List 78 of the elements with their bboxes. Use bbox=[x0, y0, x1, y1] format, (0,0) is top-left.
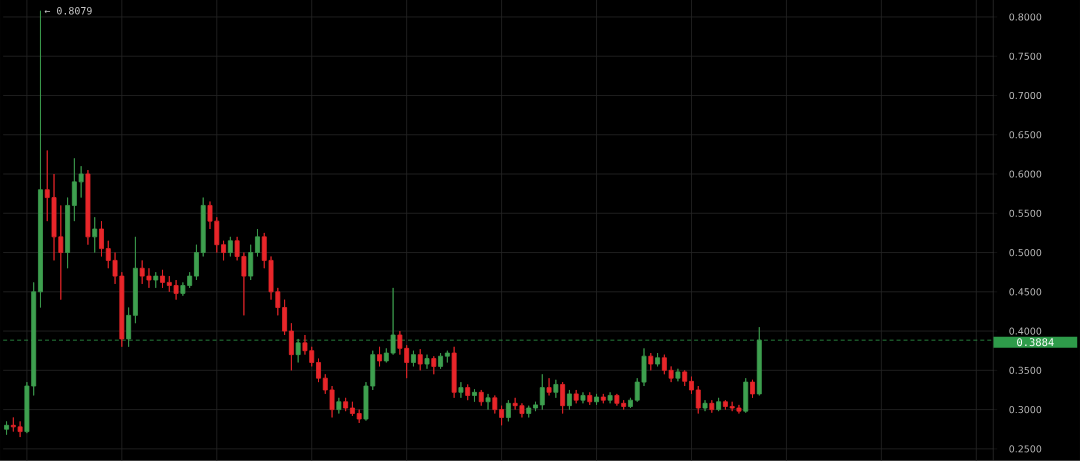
candlestick bbox=[716, 397, 722, 412]
y-tick-label: 0.5500 bbox=[1009, 209, 1042, 218]
candlestick bbox=[546, 377, 552, 397]
candlestick bbox=[533, 401, 538, 412]
candlestick bbox=[600, 393, 606, 404]
y-tick-label: 0.3000 bbox=[1009, 406, 1042, 414]
y-tick-label: 0.5000 bbox=[1009, 249, 1042, 257]
candlestick bbox=[126, 307, 132, 348]
candlestick bbox=[153, 271, 159, 289]
candlestick bbox=[472, 388, 477, 403]
candlestick bbox=[132, 236, 138, 324]
candlestick bbox=[458, 381, 464, 399]
candlestick bbox=[343, 397, 349, 412]
candlestick bbox=[607, 392, 613, 404]
candlestick bbox=[316, 358, 321, 383]
y-tick-label: 0.7500 bbox=[1009, 52, 1042, 60]
y-tick-label: 0.4000 bbox=[1009, 327, 1042, 335]
candlestick bbox=[200, 197, 206, 258]
candlestick bbox=[65, 197, 71, 269]
annotation: ← 0.8079 bbox=[44, 7, 92, 15]
candlestick bbox=[465, 384, 471, 401]
candlestick bbox=[431, 355, 437, 375]
candlestick bbox=[743, 377, 749, 414]
candlestick bbox=[485, 393, 491, 411]
y-tick-label: 0.6000 bbox=[1009, 170, 1042, 178]
candlestick bbox=[750, 379, 755, 399]
candlestick bbox=[756, 326, 762, 397]
candlestick bbox=[505, 399, 511, 422]
y-tick-label: 0.6500 bbox=[1009, 131, 1042, 139]
candlestick bbox=[4, 421, 9, 436]
candlestick bbox=[221, 240, 226, 261]
candlestick bbox=[587, 392, 593, 406]
y-tick-label: 0.4500 bbox=[1009, 288, 1042, 296]
candlestick bbox=[85, 169, 91, 246]
candlestick bbox=[38, 10, 43, 309]
candlestick bbox=[675, 368, 681, 382]
candlestick bbox=[282, 299, 288, 336]
candlestick bbox=[438, 352, 443, 370]
candlestick bbox=[99, 220, 104, 258]
candlestick bbox=[695, 385, 701, 415]
candlestick bbox=[227, 236, 233, 258]
candlestick bbox=[628, 397, 633, 409]
candlestick bbox=[194, 244, 199, 281]
y-tick-label: 0.8000 bbox=[1009, 13, 1042, 21]
candlestick bbox=[648, 352, 654, 371]
candlestick bbox=[689, 376, 694, 395]
y-tick-label: 0.2500 bbox=[1009, 445, 1042, 453]
candlestick bbox=[255, 228, 260, 258]
candlestick bbox=[655, 352, 661, 367]
candlestick bbox=[336, 397, 342, 415]
candlestick bbox=[573, 389, 579, 404]
candlestick bbox=[444, 350, 450, 364]
candlestick bbox=[92, 216, 98, 254]
candlestick bbox=[377, 346, 382, 367]
candlestick bbox=[526, 405, 532, 419]
candlestick bbox=[682, 370, 688, 387]
candlestick bbox=[160, 269, 165, 289]
candlestick bbox=[553, 379, 559, 399]
candlestick bbox=[566, 389, 572, 411]
candlestick bbox=[560, 381, 566, 415]
candlestick bbox=[709, 399, 715, 414]
candlestick bbox=[417, 348, 423, 371]
candlestick bbox=[349, 401, 355, 417]
candlestick bbox=[478, 389, 484, 407]
candlestick bbox=[288, 322, 294, 371]
y-tick-label: 0.7000 bbox=[1009, 92, 1042, 100]
candlestick bbox=[424, 354, 430, 370]
candlestick bbox=[411, 350, 416, 367]
candlestick bbox=[451, 346, 457, 399]
y-tick-label: 0.3500 bbox=[1009, 366, 1042, 375]
candlestick bbox=[702, 399, 708, 412]
candlestick bbox=[356, 409, 362, 424]
candlestick bbox=[594, 393, 599, 406]
candlestick bbox=[539, 374, 545, 411]
ref-line-label: 0.3884 bbox=[1017, 338, 1054, 347]
candlestick bbox=[248, 244, 254, 281]
candlestick bbox=[580, 392, 586, 404]
candlestick bbox=[295, 338, 301, 364]
